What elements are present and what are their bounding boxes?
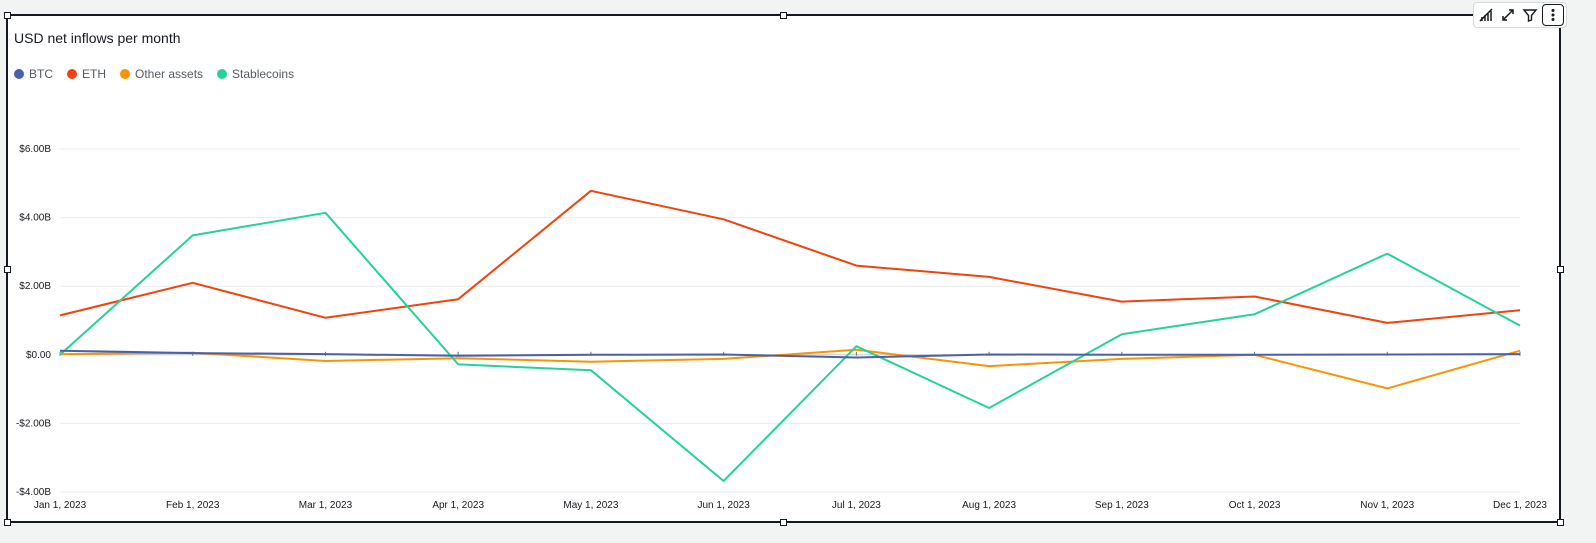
- resize-handle-bottom-right[interactable]: [1557, 519, 1564, 526]
- legend-item[interactable]: ETH: [67, 67, 106, 81]
- expand-icon[interactable]: [1498, 5, 1518, 25]
- more-menu-icon[interactable]: [1542, 4, 1564, 26]
- x-tick-label: Mar 1, 2023: [299, 500, 353, 511]
- resize-handle-left[interactable]: [4, 266, 11, 273]
- x-tick-label: Dec 1, 2023: [1493, 500, 1547, 511]
- chart-title: USD net inflows per month: [14, 30, 181, 46]
- series-line: [59, 189, 1521, 324]
- x-tick-label: Feb 1, 2023: [166, 500, 220, 511]
- x-tick-label: Aug 1, 2023: [962, 500, 1016, 511]
- legend-label: ETH: [82, 67, 106, 81]
- legend-item[interactable]: BTC: [14, 67, 53, 81]
- visual-toolbar: [1473, 2, 1567, 28]
- y-tick-label: $0.00: [26, 350, 51, 361]
- x-tick-label: May 1, 2023: [563, 500, 618, 511]
- x-axis-ticks: Jan 1, 2023 Feb 1, 2023 Mar 1, 2023 Apr 1, …: [34, 351, 1547, 511]
- resize-handle-top[interactable]: [780, 12, 787, 19]
- grid-lines: [60, 148, 1520, 493]
- x-tick-label: Apr 1, 2023: [432, 500, 484, 511]
- x-tick-label: Sep 1, 2023: [1095, 500, 1149, 511]
- legend-marker: [14, 69, 24, 79]
- resize-handle-bottom-left[interactable]: [4, 519, 11, 526]
- series-line: [59, 349, 1521, 359]
- insight-chart-icon[interactable]: [1476, 5, 1496, 25]
- y-tick-label: -$2.00B: [16, 418, 51, 429]
- y-axis-ticks: $6.00B $4.00B $2.00B $0.00 -$2.00B -$4.00B: [16, 144, 51, 498]
- x-tick-label: Nov 1, 2023: [1360, 500, 1414, 511]
- x-tick-label: Jul 1, 2023: [832, 500, 881, 511]
- chart-visual[interactable]: [6, 14, 1561, 523]
- legend-label: Stablecoins: [232, 67, 295, 81]
- legend-label: BTC: [29, 67, 53, 81]
- resize-handle-bottom[interactable]: [780, 519, 787, 526]
- x-tick-label: Jan 1, 2023: [34, 500, 87, 511]
- series-line: [59, 348, 1521, 390]
- legend-marker: [217, 69, 228, 79]
- resize-handle-top-left[interactable]: [4, 12, 11, 19]
- y-tick-label: $2.00B: [19, 281, 51, 292]
- legend-label: Other assets: [135, 67, 204, 81]
- series-lines: [59, 189, 1521, 482]
- x-tick-label: Jun 1, 2023: [698, 500, 751, 511]
- legend-item[interactable]: Stablecoins: [217, 67, 294, 81]
- legend-marker: [67, 69, 77, 79]
- series-line: [59, 211, 1521, 482]
- legend-marker: [120, 69, 130, 79]
- legend-item[interactable]: Other assets: [120, 67, 203, 81]
- y-tick-label: $4.00B: [19, 213, 51, 224]
- chart-legend: BTC ETH Other assets Stablecoins: [14, 67, 294, 81]
- y-tick-label: $6.00B: [19, 144, 51, 155]
- filter-icon[interactable]: [1520, 5, 1540, 25]
- x-tick-label: Oct 1, 2023: [1229, 500, 1281, 511]
- resize-handle-right[interactable]: [1557, 266, 1564, 273]
- y-tick-label: -$4.00B: [16, 487, 51, 498]
